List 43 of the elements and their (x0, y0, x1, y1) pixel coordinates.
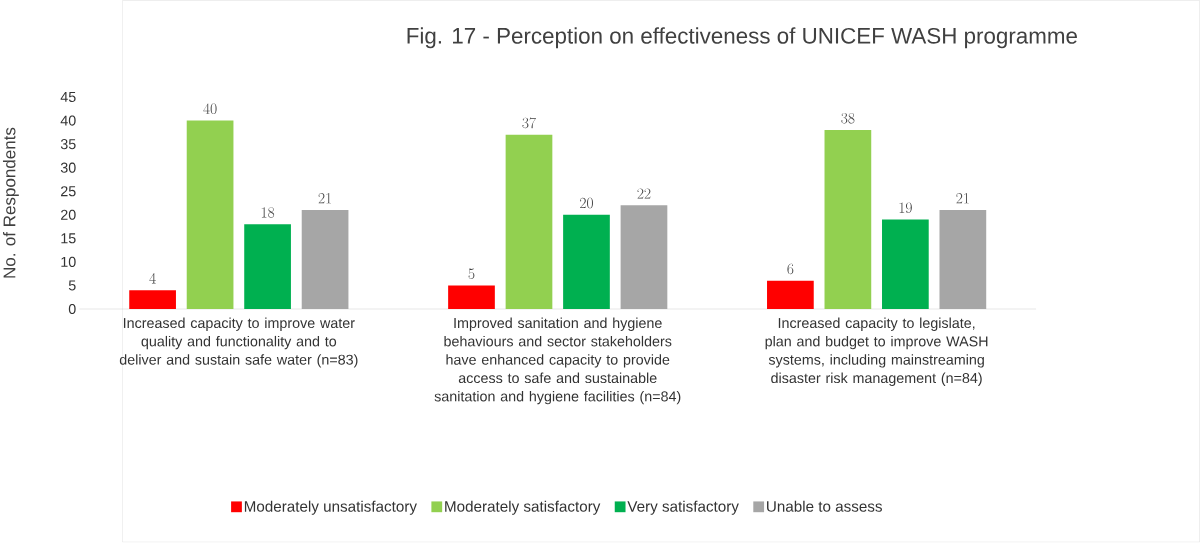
y-tick-label: 20 (61, 209, 76, 221)
legend-label: Moderately satisfactory (445, 500, 601, 516)
y-tick-label: 45 (60, 92, 76, 103)
bar (129, 290, 176, 310)
data-label: 18 (261, 207, 275, 218)
bar (186, 120, 234, 310)
data-label: 40 (203, 103, 217, 115)
y-tick-label: 10 (61, 257, 76, 268)
data-label: 21 (956, 193, 969, 204)
legend-label: Moderately unsatisfactory (244, 500, 417, 516)
data-label: 19 (899, 202, 912, 214)
y-tick-label: 35 (60, 139, 76, 150)
bar (563, 215, 610, 310)
y-tick-label: 30 (60, 162, 76, 173)
x-tick-label: Increased capacity to improve water quality and functionality and to deliver and sustain safe water (n=83) (119, 317, 358, 368)
bar (505, 134, 553, 310)
data-label: 4 (149, 273, 156, 284)
data-label: 6 (787, 263, 794, 275)
x-tick-label: Improved sanitation and hygiene behaviours and sector stakeholders have enhanced capacity to provide access to safe and sustainable sanitation and hygiene facilities (n=84) (434, 317, 681, 405)
x-tick-label: Increased capacity to legislate, plan and budget to improve WASH systems, including mainstreaming disaster risk management (n=84) (765, 317, 988, 387)
bar (767, 280, 814, 310)
bar (939, 210, 987, 310)
y-tick-label: 0 (68, 304, 76, 315)
data-label: 5 (468, 268, 475, 280)
y-tick-label: 40 (60, 115, 76, 126)
data-label: 20 (580, 198, 593, 209)
bar (244, 224, 291, 310)
legend-label: Unable to assess (767, 500, 882, 513)
y-axis-title: No. of Respondents (2, 127, 19, 278)
legend-label: Very satisfactory (627, 500, 739, 516)
bar (882, 219, 929, 310)
data-label: 21 (318, 193, 331, 204)
y-tick-label: 5 (68, 280, 76, 291)
data-label: 37 (522, 117, 536, 129)
data-label: 22 (637, 188, 651, 199)
bar (301, 210, 349, 310)
y-tick-label: 25 (61, 186, 76, 197)
bar (620, 205, 668, 310)
bar (448, 285, 495, 310)
chart-title: Fig. 17 - Perception on effectiveness of UNICEF WASH programme (407, 27, 1077, 49)
bar (824, 130, 872, 310)
data-label: 38 (841, 113, 855, 124)
y-tick-label: 15 (61, 233, 76, 244)
